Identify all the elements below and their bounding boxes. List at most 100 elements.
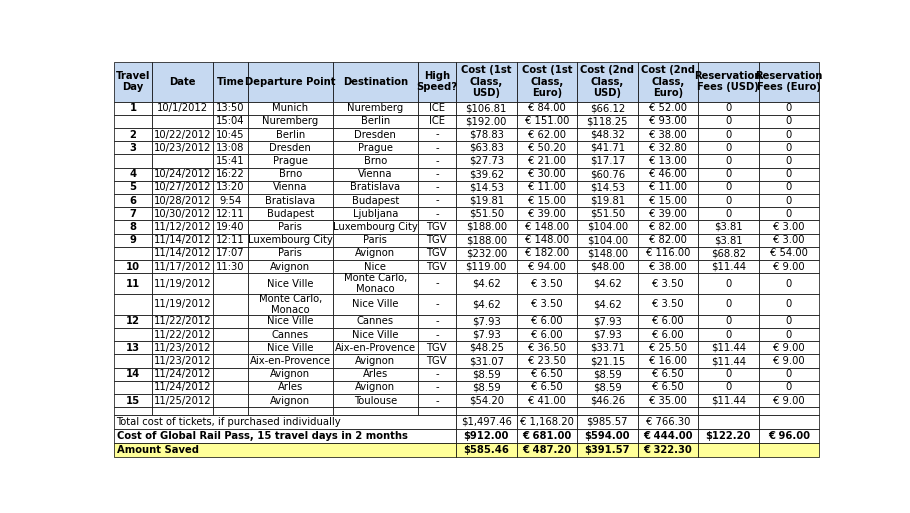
- Bar: [213, 207, 248, 220]
- Text: 11/24/2012: 11/24/2012: [154, 382, 211, 392]
- Bar: [114, 354, 152, 368]
- Text: 11/22/2012: 11/22/2012: [154, 330, 211, 340]
- Bar: [517, 128, 577, 141]
- Text: € 52.00: € 52.00: [649, 103, 687, 113]
- Bar: [698, 415, 759, 429]
- Text: 0: 0: [785, 317, 792, 326]
- Text: $4.62: $4.62: [593, 300, 622, 309]
- Bar: [577, 394, 638, 407]
- Bar: [418, 273, 456, 294]
- Text: $7.93: $7.93: [472, 330, 501, 340]
- Text: -: -: [435, 143, 439, 153]
- Text: 15:04: 15:04: [216, 116, 245, 126]
- Bar: [213, 128, 248, 141]
- Text: $594.00: $594.00: [584, 431, 630, 441]
- Text: 0: 0: [725, 369, 732, 379]
- Bar: [759, 394, 819, 407]
- Text: Time: Time: [217, 76, 244, 87]
- Bar: [698, 194, 759, 207]
- Text: 0: 0: [785, 279, 792, 288]
- Text: -: -: [435, 369, 439, 379]
- Text: € 23.50: € 23.50: [528, 356, 566, 366]
- Bar: [577, 429, 638, 443]
- Text: Cost (2nd
Class,
USD): Cost (2nd Class, USD): [581, 65, 634, 98]
- Bar: [638, 207, 698, 220]
- Text: Bratislava: Bratislava: [350, 182, 400, 192]
- Bar: [638, 368, 698, 381]
- Bar: [517, 194, 577, 207]
- Text: 12:11: 12:11: [216, 235, 245, 245]
- Text: Cannes: Cannes: [272, 330, 309, 340]
- Text: 0: 0: [725, 103, 732, 113]
- Bar: [698, 394, 759, 407]
- Text: 6: 6: [129, 195, 136, 206]
- Text: Nice Ville: Nice Ville: [268, 279, 314, 288]
- Bar: [698, 102, 759, 115]
- Text: $912.00: $912.00: [463, 431, 509, 441]
- Bar: [638, 102, 698, 115]
- Text: 0: 0: [725, 300, 732, 309]
- Text: 0: 0: [725, 116, 732, 126]
- Bar: [248, 207, 333, 220]
- Bar: [418, 181, 456, 194]
- Bar: [248, 381, 333, 394]
- Bar: [577, 315, 638, 328]
- Bar: [248, 181, 333, 194]
- Bar: [333, 141, 418, 154]
- Text: Avignon: Avignon: [270, 262, 310, 271]
- Bar: [517, 429, 577, 443]
- Bar: [517, 294, 577, 315]
- Text: $66.12: $66.12: [590, 103, 625, 113]
- Bar: [759, 415, 819, 429]
- Text: € 39.00: € 39.00: [528, 209, 566, 219]
- Text: $8.59: $8.59: [593, 369, 622, 379]
- Text: Reservation
Fees (USD): Reservation Fees (USD): [694, 71, 762, 92]
- Text: 13:20: 13:20: [216, 182, 245, 192]
- Bar: [152, 154, 213, 168]
- Text: Bratislava: Bratislava: [266, 195, 316, 206]
- Text: € 82.00: € 82.00: [649, 235, 687, 245]
- Bar: [333, 168, 418, 181]
- Bar: [698, 62, 759, 102]
- Text: € 96.00: € 96.00: [768, 431, 810, 441]
- Bar: [517, 207, 577, 220]
- Bar: [248, 328, 333, 341]
- Bar: [456, 154, 517, 168]
- Text: $104.00: $104.00: [587, 235, 628, 245]
- Text: 14: 14: [126, 369, 140, 379]
- Bar: [418, 220, 456, 233]
- Text: $4.62: $4.62: [472, 279, 501, 288]
- Text: 0: 0: [785, 169, 792, 179]
- Bar: [638, 429, 698, 443]
- Text: 1: 1: [129, 103, 136, 113]
- Bar: [152, 181, 213, 194]
- Bar: [418, 128, 456, 141]
- Text: € 41.00: € 41.00: [528, 396, 566, 406]
- Bar: [333, 394, 418, 407]
- Bar: [213, 394, 248, 407]
- Text: € 6.00: € 6.00: [652, 317, 683, 326]
- Bar: [698, 220, 759, 233]
- Text: 11/25/2012: 11/25/2012: [154, 396, 211, 406]
- Bar: [698, 207, 759, 220]
- Text: Arles: Arles: [278, 382, 303, 392]
- Text: € 38.00: € 38.00: [649, 262, 687, 271]
- Text: 12:11: 12:11: [216, 209, 245, 219]
- Bar: [248, 354, 333, 368]
- Text: € 182.00: € 182.00: [525, 248, 569, 259]
- Text: € 46.00: € 46.00: [649, 169, 687, 179]
- Bar: [456, 220, 517, 233]
- Bar: [517, 220, 577, 233]
- Text: $4.62: $4.62: [472, 300, 501, 309]
- Bar: [517, 102, 577, 115]
- Text: 0: 0: [725, 182, 732, 192]
- Bar: [517, 394, 577, 407]
- Text: $8.59: $8.59: [472, 382, 501, 392]
- Text: Dresden: Dresden: [354, 129, 396, 140]
- Bar: [213, 102, 248, 115]
- Bar: [213, 315, 248, 328]
- Text: TGV: TGV: [427, 343, 447, 353]
- Bar: [698, 429, 759, 443]
- Text: Prague: Prague: [273, 156, 308, 166]
- Bar: [213, 341, 248, 354]
